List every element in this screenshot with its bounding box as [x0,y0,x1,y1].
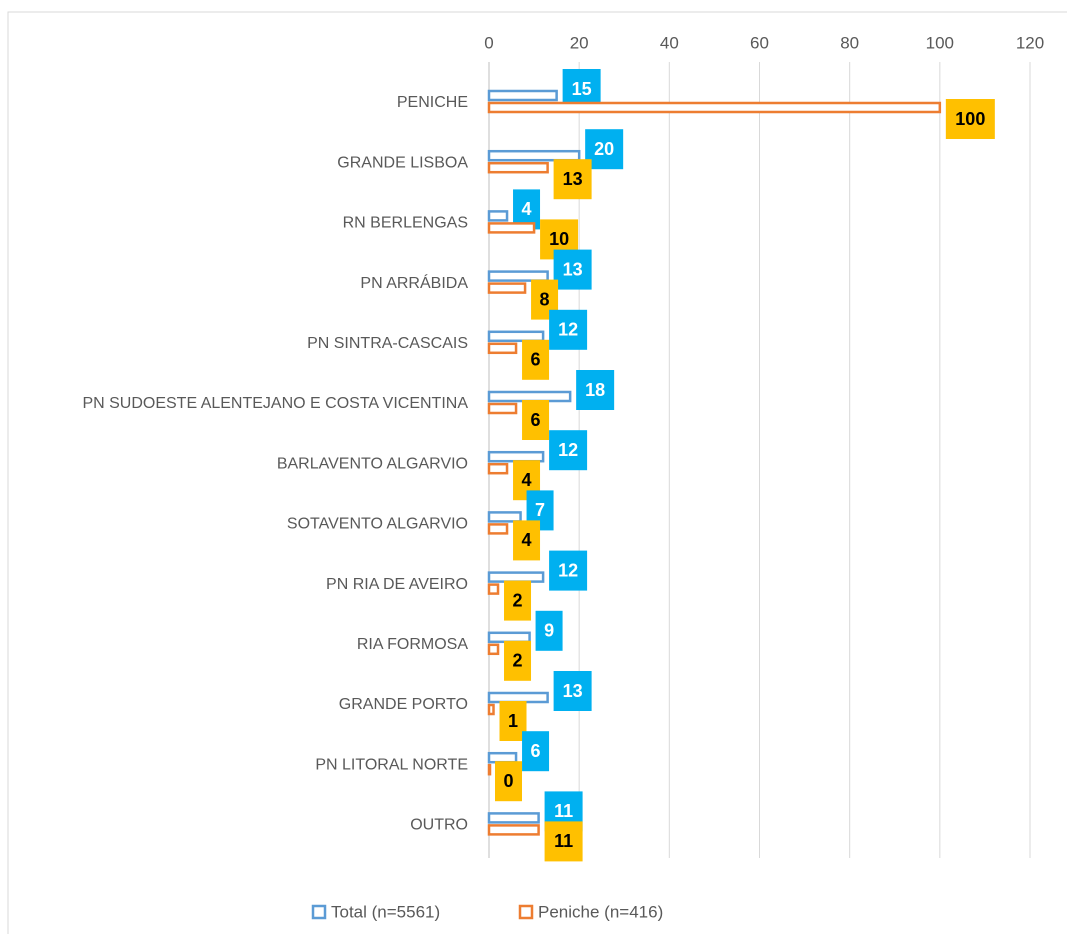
data-label-box [504,640,532,681]
data-label: 0 [503,771,513,791]
bar [487,89,558,102]
data-label-box [495,761,522,802]
data-label: 11 [554,831,573,851]
x-tick-label: 100 [926,33,954,52]
data-label-box [945,99,995,139]
data-label-box [535,610,563,651]
data-label: 12 [558,440,578,460]
data-label-box [549,430,588,471]
data-label-box [553,249,592,290]
y-tick-label: GRANDE LISBOA [337,154,468,171]
bar [487,763,492,776]
data-label: 2 [513,590,523,610]
data-label: 18 [585,380,605,400]
bar [487,511,522,523]
bar [487,643,500,656]
data-label-box [522,339,550,380]
bar [487,583,500,595]
y-tick-label: PN ARRÁBIDA [360,273,468,292]
x-tick-label: 80 [840,33,859,52]
data-label: 12 [558,560,578,580]
data-label-box [549,550,588,591]
data-label: 10 [549,229,569,249]
bar [487,161,549,174]
data-label: 1 [508,711,518,731]
data-label: 11 [554,801,573,821]
data-label-box [544,821,583,862]
y-tick-label: PN SINTRA-CASCAIS [307,335,468,352]
bar [487,812,540,824]
data-label: 6 [531,741,541,761]
data-label-box [553,671,592,711]
y-tick-label: PN SUDOESTE ALENTEJANO E COSTA VICENTINA [82,395,468,412]
data-label: 15 [572,79,592,99]
y-tick-label: SOTAVENTO ALGARVIO [287,516,468,533]
bar [487,330,545,343]
data-label-box [504,580,532,621]
x-tick-label: 0 [484,33,493,52]
y-tick-label: BARLAVENTO ALGARVIO [277,455,468,472]
bar [487,101,942,114]
bar [487,222,536,234]
bar [487,149,581,162]
y-tick-label: RN BERLENGAS [343,215,468,232]
bar [487,462,509,475]
y-tick-label: RIA FORMOSA [357,636,468,653]
legend-swatch [518,904,534,920]
data-label-box [499,701,527,741]
data-label-box [522,400,550,440]
data-label-box [576,370,615,410]
bar [487,390,572,403]
bar [487,703,495,716]
data-label: 4 [522,530,532,550]
data-label-box [522,731,550,772]
data-label: 7 [535,500,545,520]
y-tick-label: PN RIA DE AVEIRO [326,576,468,593]
bar [487,270,549,282]
data-label: 9 [544,621,554,641]
bar [487,523,509,535]
legend-label: Total (n=5561) [331,902,440,921]
y-tick-label: OUTRO [410,817,468,834]
data-label: 6 [531,350,541,370]
data-label: 4 [522,470,532,490]
data-label: 2 [513,651,523,671]
bar [487,450,545,463]
bar [487,571,545,583]
bar [487,691,549,704]
data-label: 13 [563,259,583,279]
x-tick-label: 120 [1016,33,1044,52]
data-label-box [553,159,592,200]
data-label: 13 [563,681,583,701]
bar [487,402,518,415]
bar [487,631,531,644]
x-tick-label: 60 [750,33,769,52]
data-label: 8 [540,289,550,309]
y-tick-label: PN LITORAL NORTE [315,756,468,773]
bar [487,210,509,222]
legend-label: Peniche (n=416) [538,902,663,921]
y-tick-label: GRANDE PORTO [339,696,468,713]
data-label: 6 [531,410,541,430]
x-tick-label: 40 [660,33,679,52]
data-label-box [549,309,588,350]
bar [487,751,518,764]
data-label: 20 [594,139,614,159]
bar [487,282,527,294]
data-label: 12 [558,320,578,340]
legend-swatch [311,904,327,920]
data-label: 13 [563,169,583,189]
data-label: 100 [955,109,985,129]
bar [487,824,540,836]
data-label: 4 [522,199,532,219]
y-tick-label: PENICHE [397,94,468,111]
data-label-box [513,520,541,561]
bar [487,342,518,355]
x-tick-label: 20 [570,33,589,52]
